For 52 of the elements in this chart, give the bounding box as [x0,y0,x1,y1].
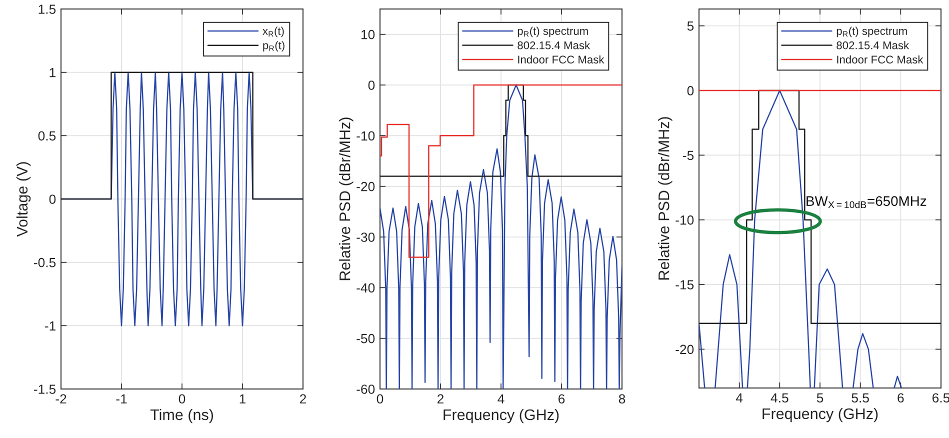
x-tick-label: 5.5 [852,393,869,403]
x-tick-label: 4 [736,393,743,402]
y-tick-label: -1.5 [34,384,56,394]
x-tick-label: 4.5 [770,393,788,403]
y-tick-label: -1 [44,321,56,330]
x-tick-label: -2 [56,394,66,404]
y-tick-label: -30 [356,232,375,242]
y-tick-label: 0 [368,80,375,90]
legend-label: p$_{R}$(t) spectrum [836,26,907,38]
y-tick-label: -20 [676,344,694,354]
y-tick-label: 0.5 [38,131,56,141]
annotation: BW$_{X=10dB}$=650MHz [806,196,926,208]
y-tick-label: -50 [356,334,375,344]
legend-label: 802.15.4 Mask [518,41,590,50]
legend-label: x$_{R}$(t) [262,26,284,38]
y-tick-label: -15 [676,280,694,290]
x-axis-title: Frequency (GHz) [444,408,559,424]
x-tick-label: 6 [558,394,565,404]
y-tick-label: 0 [49,194,56,204]
y-tick-label: -10 [676,215,694,225]
legend-label: p$_{R}$(t) spectrum [518,26,588,38]
y-tick-label: 5 [687,22,694,31]
legend-label: Indoor FCC Mask [518,55,604,64]
x-tick-label: 2 [437,394,444,404]
x-tick-label: 4 [498,394,504,404]
y-tick-label: -20 [356,182,375,192]
y-tick-label: -5 [682,150,694,160]
y-tick-label: 1 [50,68,56,78]
y-tick-label: 10 [361,30,375,40]
x-axis-title: Frequency (GHz) [762,408,878,422]
y-tick-label: 0 [687,86,694,96]
x-axis-title: Time (ns) [150,408,214,424]
y-tick-label: 1.5 [38,4,56,14]
x-tick-label: 5 [816,393,824,403]
x-tick-label: 8 [618,394,626,404]
y-axis-title: Voltage (V) [16,162,31,237]
x-tick-label: 0 [376,394,384,404]
y-tick-label: -10 [356,131,375,141]
x-tick-label: 2 [300,394,306,404]
y-tick-label: -0.5 [34,258,56,268]
legend-label: Indoor FCC Mask [837,55,924,64]
x-tick-label: 0 [178,394,186,404]
y-tick-label: -40 [356,283,375,293]
y-tick-label: -60 [356,384,375,394]
x-tick-label: 1 [240,394,246,404]
y-axis-title: Relative PSD (dBr/MHz) [658,117,672,280]
legend-label: 802.15.4 Mask [836,41,910,50]
legend-label: p$_{R}$(t) [263,41,284,52]
x-tick-label: 6 [898,393,904,403]
y-axis-title: Relative PSD (dBr/MHz) [339,118,354,280]
x-tick-label: -1 [116,394,127,404]
line-series [380,84,622,258]
